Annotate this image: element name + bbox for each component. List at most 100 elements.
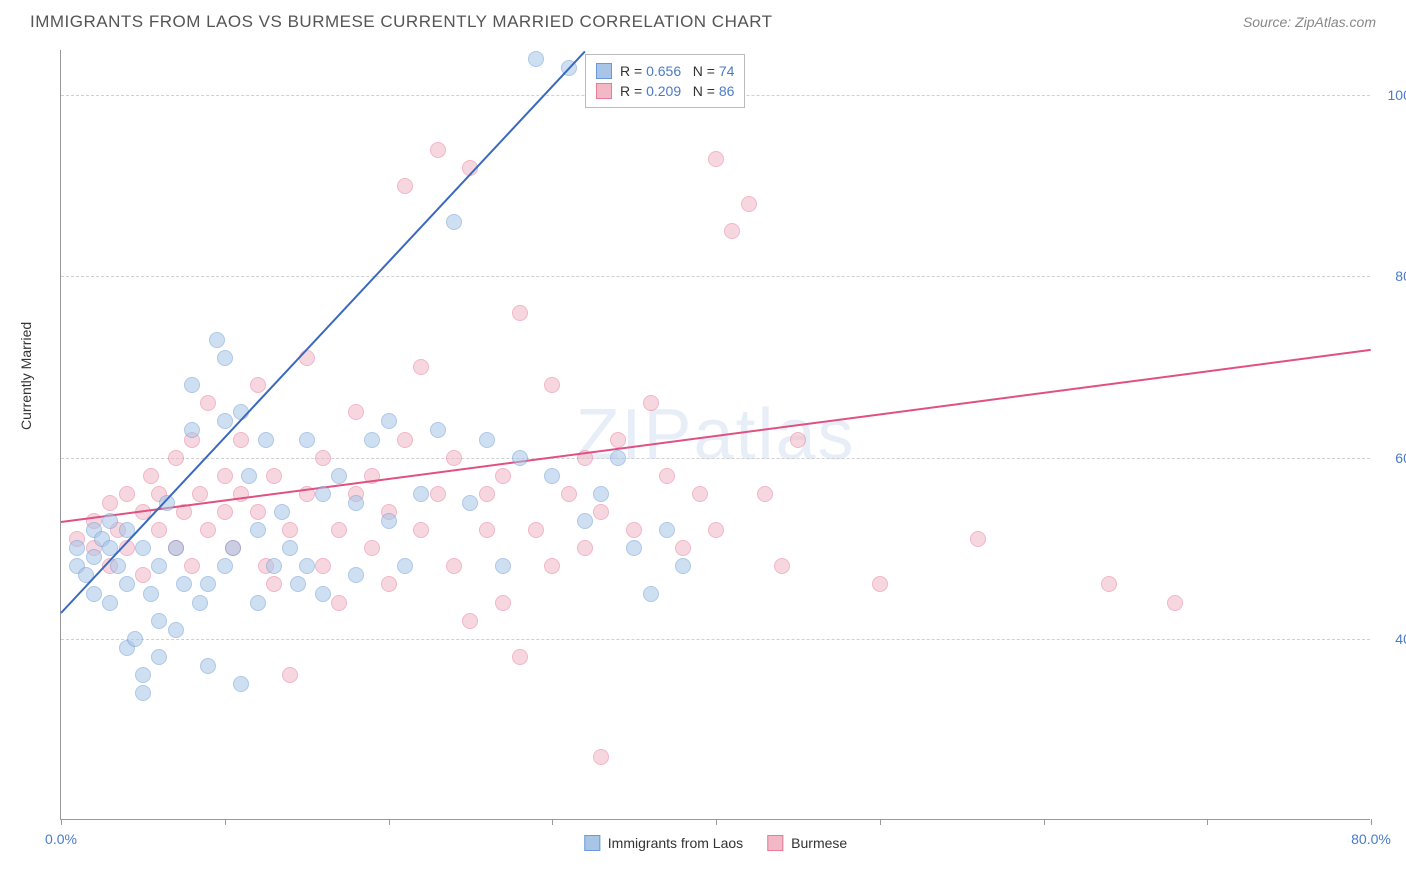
scatter-point-laos [184,422,200,438]
scatter-point-burmese [282,522,298,538]
scatter-point-laos [225,540,241,556]
scatter-point-burmese [544,377,560,393]
scatter-point-burmese [643,395,659,411]
scatter-point-burmese [790,432,806,448]
legend-row-burmese: R = 0.209 N = 86 [596,81,734,101]
scatter-point-laos [176,576,192,592]
scatter-point-laos [446,214,462,230]
scatter-point-burmese [512,649,528,665]
scatter-point-burmese [430,486,446,502]
y-tick-label: 80.0% [1395,268,1406,284]
scatter-point-burmese [446,558,462,574]
scatter-point-laos [643,586,659,602]
scatter-point-burmese [708,151,724,167]
scatter-point-burmese [315,450,331,466]
scatter-point-laos [151,649,167,665]
scatter-point-burmese [266,576,282,592]
scatter-point-laos [290,576,306,592]
scatter-point-burmese [217,468,233,484]
scatter-point-burmese [970,531,986,547]
scatter-point-laos [397,558,413,574]
scatter-point-laos [241,468,257,484]
scatter-point-burmese [610,432,626,448]
scatter-point-laos [86,586,102,602]
scatter-point-laos [479,432,495,448]
scatter-point-laos [110,558,126,574]
scatter-point-burmese [512,305,528,321]
scatter-point-burmese [430,142,446,158]
scatter-point-laos [151,558,167,574]
scatter-point-laos [168,540,184,556]
scatter-point-laos [192,595,208,611]
x-tick [1207,819,1208,825]
scatter-point-laos [593,486,609,502]
swatch-icon [596,83,612,99]
scatter-point-burmese [479,522,495,538]
swatch-icon [584,835,600,851]
scatter-point-laos [413,486,429,502]
scatter-point-laos [135,540,151,556]
y-tick-label: 60.0% [1395,450,1406,466]
scatter-point-burmese [659,468,675,484]
scatter-point-laos [430,422,446,438]
legend-label: Burmese [791,835,847,851]
x-tick [1371,819,1372,825]
scatter-point-laos [528,51,544,67]
legend-label: Immigrants from Laos [608,835,743,851]
x-tick [880,819,881,825]
scatter-point-burmese [626,522,642,538]
scatter-point-laos [348,495,364,511]
swatch-icon [767,835,783,851]
scatter-point-laos [127,631,143,647]
gridline [61,458,1370,459]
scatter-point-laos [299,558,315,574]
scatter-point-laos [282,540,298,556]
scatter-point-burmese [413,359,429,375]
scatter-point-burmese [348,404,364,420]
scatter-point-burmese [119,486,135,502]
scatter-point-burmese [724,223,740,239]
scatter-point-laos [544,468,560,484]
scatter-point-burmese [397,178,413,194]
scatter-point-burmese [192,486,208,502]
correlation-scatter-chart: ZIPatlas Immigrants from Laos Burmese 40… [60,50,1370,820]
x-tick [61,819,62,825]
scatter-point-laos [168,622,184,638]
scatter-point-laos [102,595,118,611]
scatter-point-burmese [528,522,544,538]
scatter-point-burmese [1101,576,1117,592]
scatter-point-burmese [168,450,184,466]
scatter-point-burmese [233,432,249,448]
scatter-point-laos [462,495,478,511]
scatter-point-burmese [692,486,708,502]
legend-row-laos: R = 0.656 N = 74 [596,61,734,81]
scatter-point-laos [512,450,528,466]
gridline [61,276,1370,277]
source-label: Source: ZipAtlas.com [1243,14,1376,30]
scatter-point-burmese [364,540,380,556]
scatter-point-laos [200,576,216,592]
scatter-point-burmese [200,522,216,538]
scatter-point-laos [250,595,266,611]
x-tick [1044,819,1045,825]
scatter-point-burmese [217,504,233,520]
scatter-point-laos [577,513,593,529]
scatter-point-laos [151,613,167,629]
scatter-point-burmese [250,504,266,520]
scatter-point-laos [209,332,225,348]
chart-title: IMMIGRANTS FROM LAOS VS BURMESE CURRENTL… [30,12,773,32]
scatter-point-laos [659,522,675,538]
scatter-point-burmese [200,395,216,411]
correlation-legend: R = 0.656 N = 74R = 0.209 N = 86 [585,54,745,108]
scatter-point-laos [626,540,642,556]
scatter-point-laos [119,576,135,592]
scatter-point-laos [217,413,233,429]
y-tick-label: 40.0% [1395,631,1406,647]
scatter-point-laos [348,567,364,583]
scatter-point-burmese [495,468,511,484]
scatter-point-laos [184,377,200,393]
scatter-point-laos [86,549,102,565]
scatter-point-laos [266,558,282,574]
scatter-point-burmese [143,468,159,484]
scatter-point-burmese [708,522,724,538]
